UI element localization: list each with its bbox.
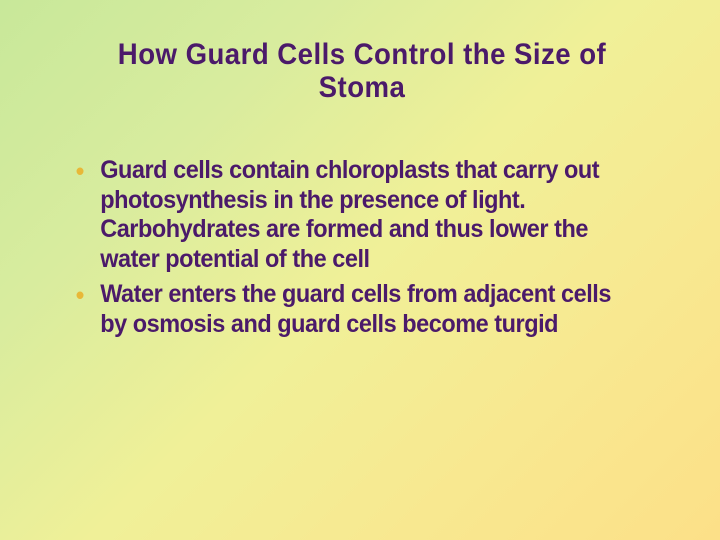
list-item: Guard cells contain chloroplasts that ca… xyxy=(72,156,636,274)
slide-title: How Guard Cells Control the Size of Stom… xyxy=(77,38,647,104)
list-item: Water enters the guard cells from adjace… xyxy=(72,280,636,339)
bullet-list: Guard cells contain chloroplasts that ca… xyxy=(52,156,672,339)
slide: How Guard Cells Control the Size of Stom… xyxy=(0,0,720,540)
